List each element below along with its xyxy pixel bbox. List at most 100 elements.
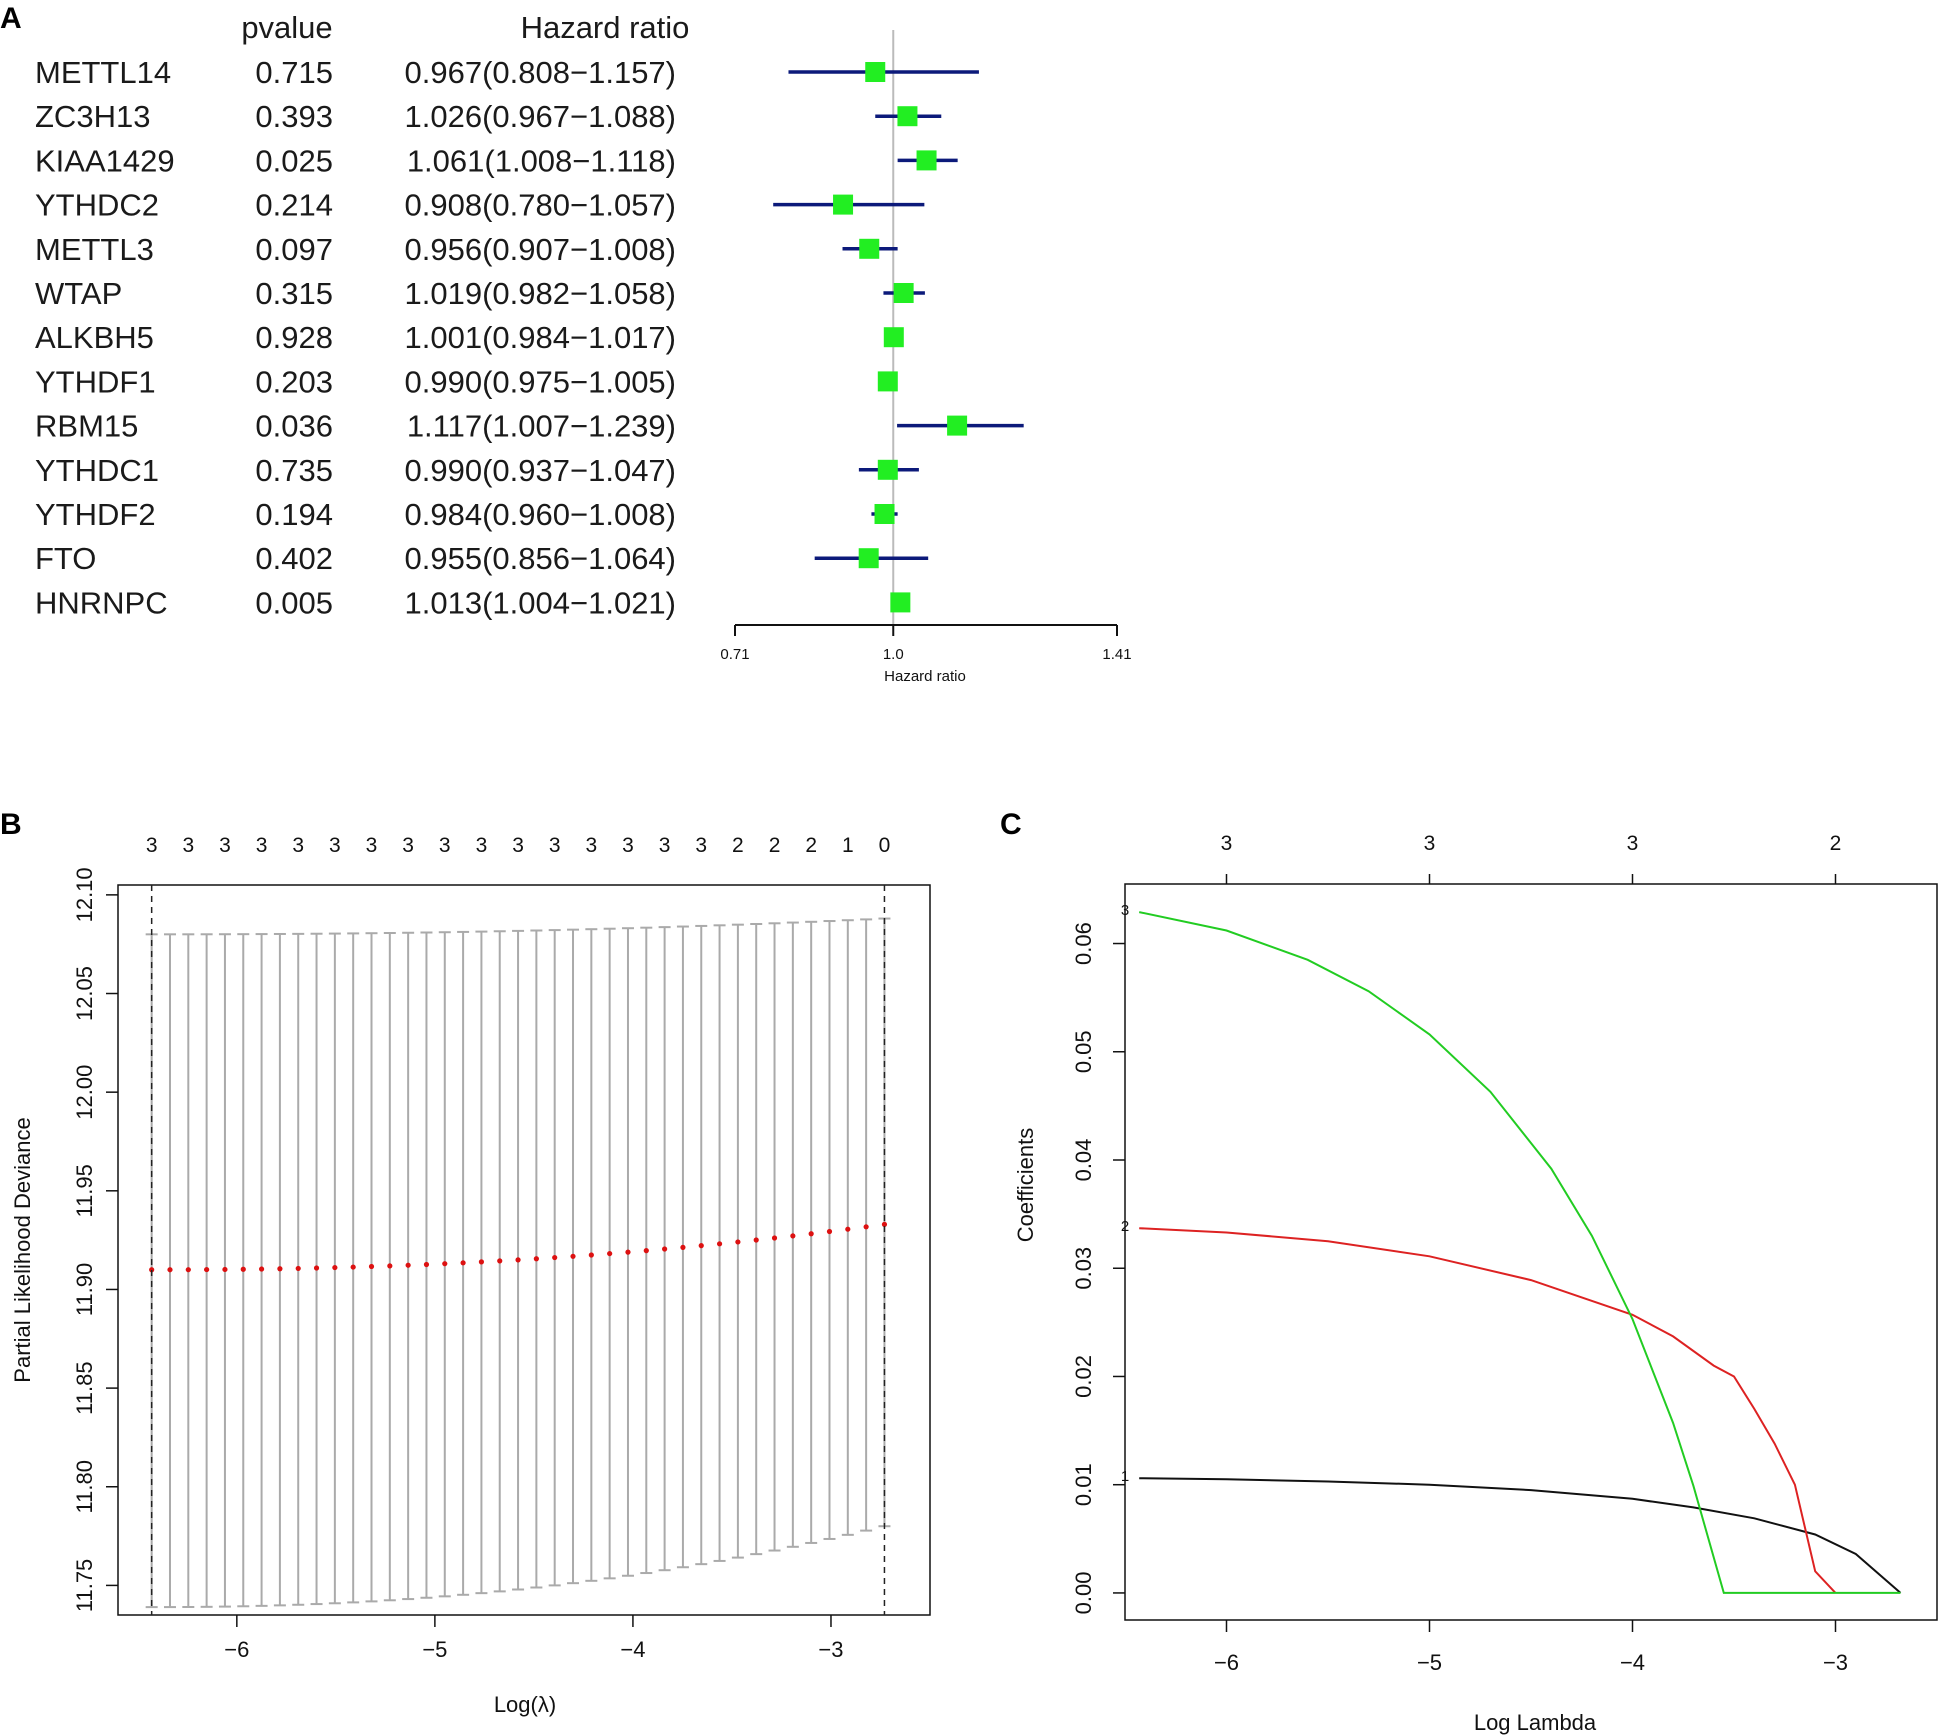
mean-deviance-point bbox=[515, 1257, 521, 1263]
hazard-ratio-point bbox=[833, 194, 854, 215]
mean-deviance-point bbox=[662, 1246, 668, 1252]
coefficient-path-panel: C −6 −5 −4 −3 0.00 0.01 0.02 0.03 0.04 0.05 0.06 3 3… bbox=[1000, 808, 1938, 1735]
x-tick-label: −4 bbox=[1620, 1650, 1645, 1675]
mean-deviance-point bbox=[204, 1266, 210, 1273]
y-axis-title-c: Coefficients bbox=[1013, 1128, 1038, 1243]
mean-deviance-point bbox=[607, 1250, 613, 1257]
top-count-label: 3 bbox=[476, 834, 488, 857]
mean-deviance-point bbox=[350, 1264, 356, 1270]
pvalue-cell: 0.097 bbox=[255, 232, 333, 267]
gene-label: METTL3 bbox=[35, 232, 154, 267]
top-count-label: 3 bbox=[146, 834, 158, 857]
mean-deviance-point bbox=[149, 1267, 155, 1273]
mean-deviance-point bbox=[497, 1258, 503, 1264]
top-count-label: 3 bbox=[1424, 832, 1436, 855]
top-count-label: 3 bbox=[549, 834, 561, 857]
gene-label: YTHDC1 bbox=[35, 453, 159, 488]
top-count-label: 3 bbox=[622, 834, 634, 857]
y-tick-label: 11.85 bbox=[72, 1361, 97, 1414]
top-count-label: 3 bbox=[366, 834, 378, 857]
forest-table: METTL14 0.715 0.967(0.808−1.157) ZC3H13 0.39… bbox=[35, 55, 676, 620]
x-tick-label: 1.0 bbox=[883, 646, 904, 663]
mean-deviance-point bbox=[570, 1253, 576, 1259]
mean-deviance-point bbox=[588, 1252, 594, 1258]
top-count-label: 3 bbox=[292, 834, 304, 857]
x-tick-label: 1.41 bbox=[1102, 646, 1131, 663]
panel-label-b: B bbox=[0, 808, 22, 841]
mean-deviance-point bbox=[881, 1221, 888, 1227]
mean-deviance-point bbox=[167, 1267, 173, 1273]
top-count-label: 3 bbox=[256, 834, 268, 857]
hazard-ratio-cell: 0.955(0.856−1.064) bbox=[405, 541, 676, 576]
forest-plot-area: 0.71 1.0 1.41 bbox=[720, 30, 1132, 663]
gene-label: ZC3H13 bbox=[35, 99, 150, 134]
coefficient-path-1 bbox=[1139, 1477, 1902, 1594]
hazard-ratio-cell: 0.956(0.907−1.008) bbox=[405, 232, 676, 267]
mean-deviance-point bbox=[735, 1239, 741, 1245]
top-count-label: 1 bbox=[842, 834, 854, 857]
hazard-ratio-header: Hazard ratio bbox=[521, 10, 690, 45]
top-count-label: 0 bbox=[879, 834, 891, 857]
pvalue-cell: 0.203 bbox=[255, 364, 333, 399]
top-count-label: 3 bbox=[695, 834, 707, 857]
y-tick-label: 0.05 bbox=[1071, 1030, 1096, 1073]
mean-deviance-point bbox=[442, 1261, 448, 1267]
mean-deviance-point bbox=[313, 1265, 320, 1271]
y-tick-label: 12.10 bbox=[72, 867, 97, 922]
pvalue-cell: 0.928 bbox=[255, 320, 333, 355]
mean-deviance-point bbox=[552, 1254, 558, 1261]
gene-label: YTHDC2 bbox=[35, 188, 159, 223]
mean-deviance-point bbox=[698, 1243, 704, 1249]
y-tick-label: 12.00 bbox=[72, 1065, 97, 1120]
top-count-label: 3 bbox=[659, 834, 671, 857]
cv-deviance-panel: B −6 −5 −4 −3 11.75 11.80 11.85 11.90 11.95 12.00… bbox=[0, 808, 931, 1717]
y-tick-label: 0.02 bbox=[1071, 1355, 1096, 1398]
mean-deviance-point bbox=[716, 1241, 723, 1247]
top-count-label: 3 bbox=[439, 834, 451, 857]
hazard-ratio-point bbox=[859, 238, 880, 259]
hazard-ratio-point bbox=[947, 415, 968, 436]
cv-deviance-plot: −6 −5 −4 −311.7511.8011.8511.9011.9512.0012… bbox=[72, 834, 891, 1662]
y-tick-label: 11.90 bbox=[72, 1263, 97, 1316]
hazard-ratio-point bbox=[890, 592, 911, 613]
forest-x-axis-title: Hazard ratio bbox=[884, 668, 966, 685]
top-count-label: 2 bbox=[1830, 832, 1842, 855]
x-tick-label: −5 bbox=[422, 1637, 447, 1662]
hazard-ratio-point bbox=[874, 504, 895, 524]
top-count-label: 3 bbox=[219, 834, 231, 857]
pvalue-cell: 0.036 bbox=[255, 409, 333, 444]
mean-deviance-point bbox=[240, 1266, 246, 1272]
coefficient-path-3 bbox=[1138, 911, 1901, 1594]
pvalue-cell: 0.393 bbox=[255, 99, 333, 134]
y-tick-label: 11.80 bbox=[72, 1460, 97, 1513]
y-tick-label: 0.01 bbox=[1071, 1463, 1096, 1506]
top-count-label: 3 bbox=[402, 834, 414, 857]
series-label-3: 3 bbox=[1121, 902, 1129, 919]
hazard-ratio-point bbox=[865, 62, 886, 82]
hazard-ratio-point bbox=[897, 106, 918, 127]
mean-deviance-point bbox=[643, 1248, 649, 1254]
x-axis-title-b: Log(λ) bbox=[494, 1692, 556, 1717]
coefficient-path-2 bbox=[1139, 1227, 1837, 1594]
top-count-label: 3 bbox=[512, 834, 524, 857]
mean-deviance-point bbox=[222, 1266, 228, 1273]
panel-label-c: C bbox=[1000, 808, 1022, 841]
pvalue-header: pvalue bbox=[241, 10, 332, 45]
hazard-ratio-point bbox=[877, 459, 898, 480]
mean-deviance-point bbox=[368, 1263, 375, 1270]
hazard-ratio-cell: 1.001(0.984−1.017) bbox=[405, 320, 676, 355]
pvalue-cell: 0.025 bbox=[255, 143, 333, 178]
x-tick-label: −6 bbox=[1214, 1650, 1239, 1675]
hazard-ratio-cell: 1.013(1.004−1.021) bbox=[405, 585, 676, 620]
top-count-label: 3 bbox=[329, 834, 341, 857]
hazard-ratio-cell: 0.967(0.808−1.157) bbox=[405, 55, 676, 90]
top-count-label: 3 bbox=[585, 834, 597, 857]
gene-label: YTHDF1 bbox=[35, 364, 156, 399]
mean-deviance-point bbox=[423, 1261, 430, 1268]
mean-deviance-point bbox=[771, 1235, 778, 1241]
gene-label: RBM15 bbox=[35, 409, 138, 444]
series-label-1: 1 bbox=[1121, 1468, 1129, 1485]
mean-deviance-point bbox=[533, 1256, 539, 1262]
pvalue-cell: 0.735 bbox=[255, 453, 333, 488]
top-count-label: 2 bbox=[805, 834, 817, 857]
